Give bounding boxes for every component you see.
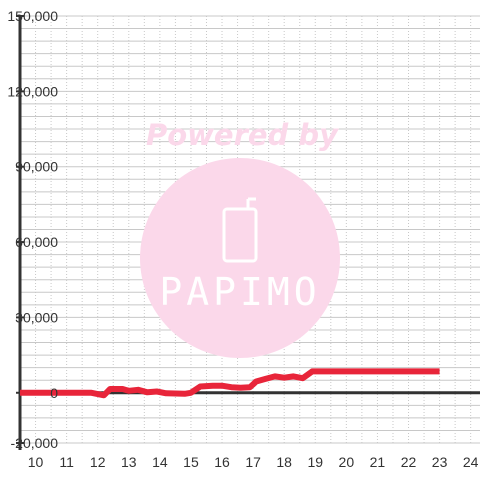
x-tick-label: 10 (28, 454, 44, 470)
x-tick-label: 21 (370, 454, 386, 470)
y-tick-label: 120,000 (7, 83, 58, 99)
x-tick-label: 15 (183, 454, 199, 470)
y-tick-label: -20,000 (11, 435, 59, 451)
x-tick-label: 18 (276, 454, 292, 470)
phone-icon (222, 197, 258, 263)
y-tick-label: 60,000 (15, 234, 58, 250)
x-tick-label: 13 (121, 454, 137, 470)
x-tick-label: 12 (90, 454, 106, 470)
series-line (20, 368, 440, 399)
watermark-circle (140, 158, 340, 358)
y-tick-label: 0 (50, 385, 58, 401)
x-tick-label: 19 (307, 454, 323, 470)
y-tick-label: 30,000 (15, 309, 58, 325)
x-tick-label: 11 (59, 454, 74, 470)
x-tick-label: 14 (152, 454, 168, 470)
watermark-title: Powered by (146, 118, 339, 152)
y-tick-label: 150,000 (7, 8, 58, 24)
x-tick-label: 24 (463, 454, 479, 470)
tick-labels: -20,000 0 30,000 60,000 90,000 120,000 150,000… (7, 8, 478, 470)
x-tick-label: 22 (401, 454, 417, 470)
x-tick-label: 16 (214, 454, 230, 470)
watermark: Powered by PAPIMO (140, 118, 340, 358)
series-layer (20, 368, 440, 399)
y-tick-label: 90,000 (15, 159, 58, 175)
x-tick-label: 17 (245, 454, 261, 470)
x-tick-label: 20 (339, 454, 355, 470)
watermark-brand: PAPIMO (159, 270, 320, 314)
x-tick-label: 23 (432, 454, 448, 470)
